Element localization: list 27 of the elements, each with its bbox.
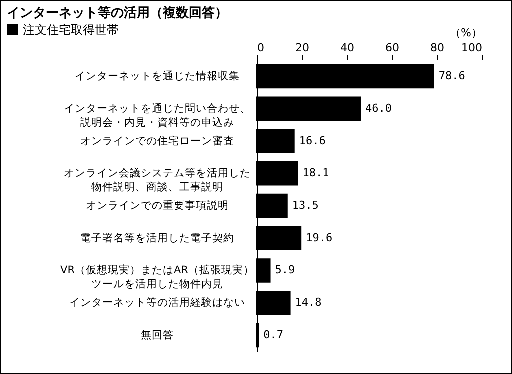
x-tick-label: 40 [340, 42, 354, 54]
x-tick-label: 60 [386, 42, 400, 54]
legend-label: 注文住宅取得世帯 [23, 23, 119, 37]
data-label: 14.8 [295, 296, 322, 310]
y-tick-label: VR（仮想現実）またはAR（拡張現実）ツールを活用した物件内見 [60, 264, 254, 291]
y-tick-label: インターネットを通じた問い合わせ、説明会・内見・資料等の申込み [64, 102, 251, 129]
x-tick-label: 0 [258, 42, 264, 54]
data-label: 0.7 [264, 328, 284, 342]
data-label: 46.0 [366, 102, 392, 115]
y-tick-label: インターネットを通じた情報収集 [75, 70, 240, 83]
x-tick-label: 80 [430, 42, 444, 54]
data-label: 78.6 [438, 70, 466, 83]
x-axis-title: （%） [450, 26, 482, 40]
y-tick-label: オンラインでの住宅ローン審査 [80, 134, 234, 148]
x-tick-label: 100 [462, 42, 482, 54]
data-label: 13.5 [292, 199, 319, 212]
y-tick-label: インターネット等の活用経験はない [70, 297, 246, 310]
text: インターネット等の活用（複数回答） [7, 5, 228, 21]
y-tick-label: 無回答 [141, 329, 174, 342]
data-label: 19.6 [306, 231, 333, 244]
data-label: 16.6 [299, 134, 326, 148]
data-label: 18.1 [302, 166, 330, 180]
y-tick-label: 電子署名等を活用した電子契約 [80, 231, 234, 244]
y-tick-label: オンライン会議システム等を活用した物件説明、商談、工事説明 [64, 166, 251, 194]
y-tick-label: オンラインでの重要事項説明 [86, 199, 229, 212]
data-label: 5.9 [275, 264, 296, 277]
x-tick-label: 20 [296, 42, 310, 54]
